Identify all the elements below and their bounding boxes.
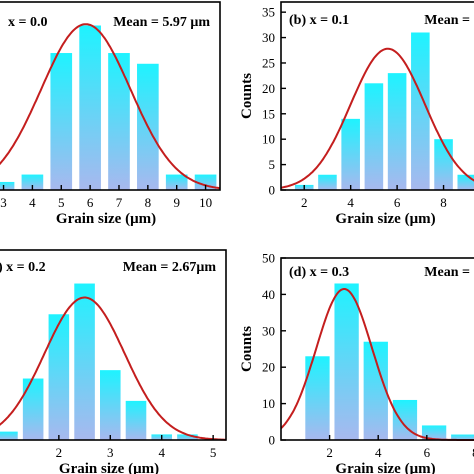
x-axis-label: Grain size (μm): [335, 211, 435, 227]
y-axis-label: Counts: [239, 73, 255, 119]
x-tick-label: 8: [440, 195, 447, 210]
histogram-bar: [108, 53, 130, 191]
panel-2: 2468105101520253035Grain size (μm)Counts…: [239, 1, 474, 227]
x-axis-label: Grain size (μm): [335, 461, 435, 474]
mean-annotation: Mean = 5.: [424, 13, 474, 28]
histogram-bar: [21, 174, 44, 190]
histogram-bar: [177, 434, 198, 440]
histogram-bar: [100, 370, 121, 440]
x-tick-label: 5: [58, 195, 65, 210]
panel-label: x = 0.0: [8, 15, 47, 30]
x-tick-label: 3: [107, 445, 114, 460]
panel-label: (b) x = 0.1: [289, 13, 349, 28]
gaussian-fit-curve: [280, 47, 474, 189]
mean-annotation: Mean = 2.67μm: [123, 260, 217, 275]
x-tick-label: 2: [326, 445, 333, 460]
y-tick-label: 0: [269, 433, 276, 448]
gaussian-fit-curve: [0, 23, 221, 190]
y-tick-label: 10: [262, 132, 275, 147]
histogram-bar: [0, 431, 18, 440]
y-tick-label: 0: [269, 183, 276, 198]
y-tick-label: 15: [262, 106, 275, 121]
histogram-bar: [451, 434, 474, 440]
histogram-bar: [165, 174, 188, 190]
x-tick-label: 4: [158, 445, 165, 460]
x-tick-label: 10: [199, 195, 212, 210]
panel-label: (d) x = 0.3: [289, 265, 349, 280]
x-tick-label: 3: [0, 195, 7, 210]
y-tick-label: 35: [262, 5, 275, 20]
x-tick-label: 4: [375, 445, 382, 460]
histogram-bar: [50, 53, 73, 191]
plot-frame: [0, 249, 227, 441]
y-tick-label: 30: [262, 323, 275, 338]
panel-4: 2 4 6 8 0 10 20 30 40 50 Grain size (μm) Counts (d) …: [239, 251, 474, 474]
panel-1: 3 4 5 6 7 8 9 10 Grain size (μm) x = 0.0 Mean = 5.…: [0, 1, 221, 227]
x-tick-label: 9: [173, 195, 180, 210]
x-tick-label: 6: [394, 195, 401, 210]
plot-frame: [0, 1, 221, 191]
histogram-bar: [318, 174, 337, 190]
y-tick-label: 40: [262, 287, 275, 302]
histogram-bar: [125, 400, 147, 440]
x-tick-label: 5: [210, 445, 217, 460]
x-tick-label: 2: [56, 445, 63, 460]
mean-annotation: Mean = 5.97 μm: [113, 15, 210, 30]
histogram-bar: [363, 341, 388, 440]
y-tick-label: 10: [262, 396, 275, 411]
histogram-bar: [457, 174, 474, 190]
histogram-bar: [421, 425, 447, 440]
x-tick-label: 6: [87, 195, 94, 210]
histogram-bar: [334, 283, 359, 440]
histogram-bar: [364, 83, 384, 190]
histogram-bar: [22, 378, 44, 440]
x-tick-label: 8: [145, 195, 152, 210]
histogram-bar: [48, 314, 70, 440]
x-axis-label: Grain size (μm): [59, 461, 159, 474]
mean-annotation: Mean = 2.: [424, 265, 474, 280]
plot-frame: [280, 1, 474, 191]
y-tick-label: 25: [262, 55, 275, 70]
histogram-bar: [79, 25, 101, 190]
histogram-bar: [341, 118, 360, 190]
histogram-bar: [387, 73, 407, 190]
y-tick-label: 20: [262, 81, 275, 96]
gaussian-fit-curve: [0, 296, 226, 441]
x-tick-label: 7: [116, 195, 123, 210]
y-tick-label: 20: [262, 360, 275, 375]
histogram-bar: [434, 139, 453, 190]
histogram-bar: [0, 181, 15, 190]
histogram-bar: [74, 283, 95, 440]
panel-label: ) x = 0.2: [0, 260, 46, 275]
x-tick-label: 6: [424, 445, 431, 460]
y-tick-label: 50: [262, 251, 275, 266]
x-axis-label: Grain size (μm): [56, 211, 156, 227]
y-tick-label: 30: [262, 30, 275, 45]
x-tick-label: 8: [472, 445, 474, 460]
x-tick-label: 2: [301, 195, 308, 210]
histogram-bar: [411, 32, 430, 191]
y-tick-label: 5: [269, 157, 276, 172]
x-tick-label: 4: [29, 195, 36, 210]
plot-frame: [280, 257, 474, 441]
y-axis-label: Counts: [239, 326, 255, 372]
panel-3: 2 3 4 5 Grain size (μm) ) x = 0.2 Mean = 2.67μ…: [0, 249, 227, 474]
x-tick-label: 4: [347, 195, 354, 210]
